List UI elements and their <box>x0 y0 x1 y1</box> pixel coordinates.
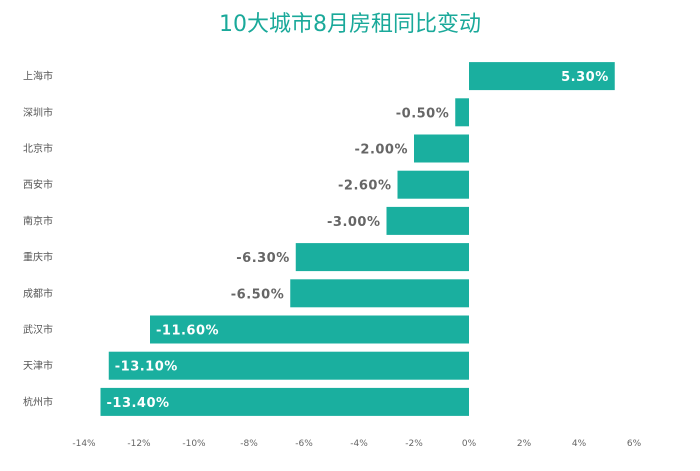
bars-layer <box>100 62 615 416</box>
bar-4 <box>397 170 469 199</box>
category-label: 上海市 <box>23 70 53 83</box>
category-label: 杭州市 <box>23 395 53 408</box>
category-label: 深圳市 <box>23 106 53 119</box>
category-label: 天津市 <box>23 359 53 372</box>
value-label: -13.10% <box>115 360 178 375</box>
x-tick-label: -8% <box>240 439 258 449</box>
value-label: -2.60% <box>338 179 392 194</box>
x-tick-label: 4% <box>572 439 587 449</box>
value-label: -13.40% <box>107 396 170 411</box>
value-label: 5.30% <box>561 70 609 85</box>
bar-8 <box>150 315 469 344</box>
value-label: -0.50% <box>396 106 450 121</box>
x-tick-label: -2% <box>405 439 423 449</box>
category-label: 重庆市 <box>23 251 53 264</box>
category-label: 成都市 <box>23 287 53 300</box>
x-tick-label: 2% <box>517 439 532 449</box>
bar-5 <box>386 206 469 235</box>
bar-3 <box>414 134 469 163</box>
value-label: -6.50% <box>231 287 285 302</box>
category-label: 武汉市 <box>23 323 53 336</box>
value-label: -11.60% <box>156 324 219 339</box>
x-axis: -14% -12% -10% -8% -6% -4% -2% 0% 2% 4% 6% <box>72 439 641 449</box>
x-tick-label: -12% <box>127 439 151 449</box>
bar-1 <box>469 62 615 91</box>
category-label: 北京市 <box>23 142 53 155</box>
x-tick-label: 0% <box>462 439 477 449</box>
value-label: -2.00% <box>355 143 409 158</box>
x-tick-label: -10% <box>182 439 206 449</box>
labels-layer: 上海市 5.30% 深圳市 -0.50% 北京市 -2.00% 西安市 -2.60% 南京市 -3… <box>23 70 609 411</box>
value-label: -6.30% <box>236 251 290 266</box>
category-label: 西安市 <box>23 178 53 191</box>
x-tick-label: -14% <box>72 439 96 449</box>
chart-title: 10大城市8月房租同比变动 <box>219 12 481 37</box>
x-tick-label: 6% <box>627 439 642 449</box>
bar-10 <box>100 387 469 416</box>
x-tick-label: -6% <box>295 439 313 449</box>
bar-6 <box>295 243 469 272</box>
bar-9 <box>108 351 469 380</box>
bar-7 <box>290 279 469 308</box>
x-tick-label: -4% <box>350 439 368 449</box>
category-label: 南京市 <box>23 214 53 227</box>
bar-2 <box>455 98 469 127</box>
value-label: -3.00% <box>327 215 381 230</box>
